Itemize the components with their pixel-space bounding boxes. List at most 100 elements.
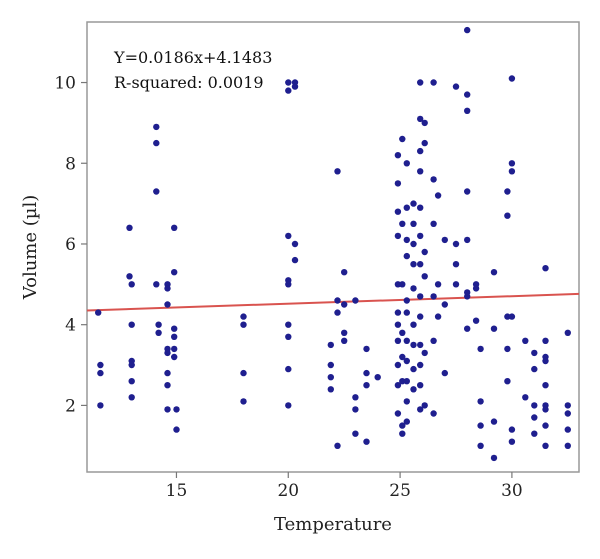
- data-point: [173, 406, 180, 413]
- data-point: [352, 297, 359, 304]
- data-point: [477, 442, 484, 449]
- data-point: [452, 281, 460, 288]
- data-point: [542, 422, 549, 429]
- data-point: [164, 285, 171, 292]
- data-point: [403, 309, 410, 316]
- data-point: [464, 26, 471, 34]
- data-point: [95, 309, 102, 316]
- y-tick-label: 10: [54, 74, 76, 94]
- data-point: [403, 378, 410, 385]
- data-point: [171, 224, 178, 231]
- data-point: [399, 220, 406, 227]
- data-point: [531, 365, 538, 373]
- data-point: [171, 325, 178, 332]
- data-point: [421, 248, 428, 256]
- data-point: [417, 293, 424, 300]
- data-point: [399, 329, 406, 336]
- data-point: [477, 398, 484, 405]
- data-point: [417, 361, 424, 369]
- data-point: [531, 349, 538, 357]
- data-point: [472, 317, 480, 324]
- data-point: [240, 398, 247, 405]
- data-point: [153, 188, 160, 195]
- data-point: [508, 75, 516, 82]
- data-point: [285, 365, 292, 373]
- y-tick-label: 2: [65, 396, 76, 416]
- data-point: [417, 79, 424, 86]
- data-point: [334, 168, 341, 175]
- data-point: [464, 293, 471, 300]
- data-point: [417, 406, 424, 413]
- data-point: [352, 406, 359, 413]
- data-point: [421, 273, 428, 280]
- data-point: [394, 180, 402, 187]
- data-point: [421, 119, 428, 127]
- data-point: [490, 454, 498, 462]
- data-point: [399, 378, 406, 385]
- data-point: [399, 430, 406, 437]
- data-point: [531, 430, 538, 437]
- points-layer: [95, 26, 571, 462]
- data-point: [291, 256, 299, 264]
- data-point: [477, 345, 484, 353]
- data-point: [430, 410, 437, 417]
- data-point: [128, 394, 135, 401]
- data-point: [542, 406, 549, 413]
- y-axis-title: Volume (µl): [20, 195, 41, 300]
- data-point: [128, 281, 135, 288]
- data-point: [334, 309, 341, 316]
- data-point: [155, 321, 162, 328]
- data-point: [291, 83, 299, 90]
- data-point: [441, 369, 448, 377]
- data-point: [285, 79, 292, 86]
- data-point: [403, 160, 410, 167]
- data-point: [363, 369, 370, 377]
- data-point: [542, 337, 549, 344]
- data-point: [285, 321, 292, 328]
- data-point: [508, 426, 516, 433]
- data-point: [171, 269, 178, 276]
- x-tick-label: 15: [166, 481, 188, 501]
- data-point: [128, 361, 135, 369]
- data-point: [164, 406, 171, 413]
- data-point: [542, 265, 549, 272]
- data-point: [452, 261, 460, 268]
- data-point: [394, 361, 402, 369]
- y-axis: 2 4 6 8 10: [54, 74, 87, 416]
- data-point: [464, 91, 471, 98]
- data-point: [352, 394, 359, 401]
- data-point: [291, 240, 299, 248]
- data-point: [363, 345, 370, 353]
- data-point: [421, 349, 428, 357]
- data-point: [394, 208, 402, 215]
- regression-equation: Y=0.0186x+4.1483: [113, 48, 272, 67]
- data-point: [394, 232, 402, 240]
- data-point: [394, 152, 402, 159]
- data-point: [128, 321, 135, 328]
- data-point: [399, 353, 406, 361]
- data-point: [410, 386, 417, 393]
- data-point: [403, 398, 410, 405]
- y-tick-label: 6: [65, 235, 76, 255]
- data-point: [403, 204, 410, 211]
- data-point: [240, 369, 247, 377]
- data-point: [564, 402, 571, 409]
- data-point: [508, 160, 516, 167]
- data-point: [240, 321, 247, 328]
- data-point: [464, 107, 471, 115]
- data-point: [472, 285, 480, 292]
- data-point: [417, 382, 424, 389]
- data-point: [97, 402, 104, 409]
- data-point: [410, 341, 417, 349]
- data-point: [564, 410, 571, 417]
- data-point: [430, 293, 437, 300]
- data-point: [504, 188, 511, 195]
- data-point: [164, 382, 171, 389]
- data-point: [417, 204, 424, 211]
- data-point: [508, 168, 516, 175]
- data-point: [164, 349, 171, 357]
- data-point: [421, 402, 428, 409]
- data-point: [464, 236, 471, 244]
- data-point: [128, 378, 135, 385]
- data-point: [155, 329, 162, 336]
